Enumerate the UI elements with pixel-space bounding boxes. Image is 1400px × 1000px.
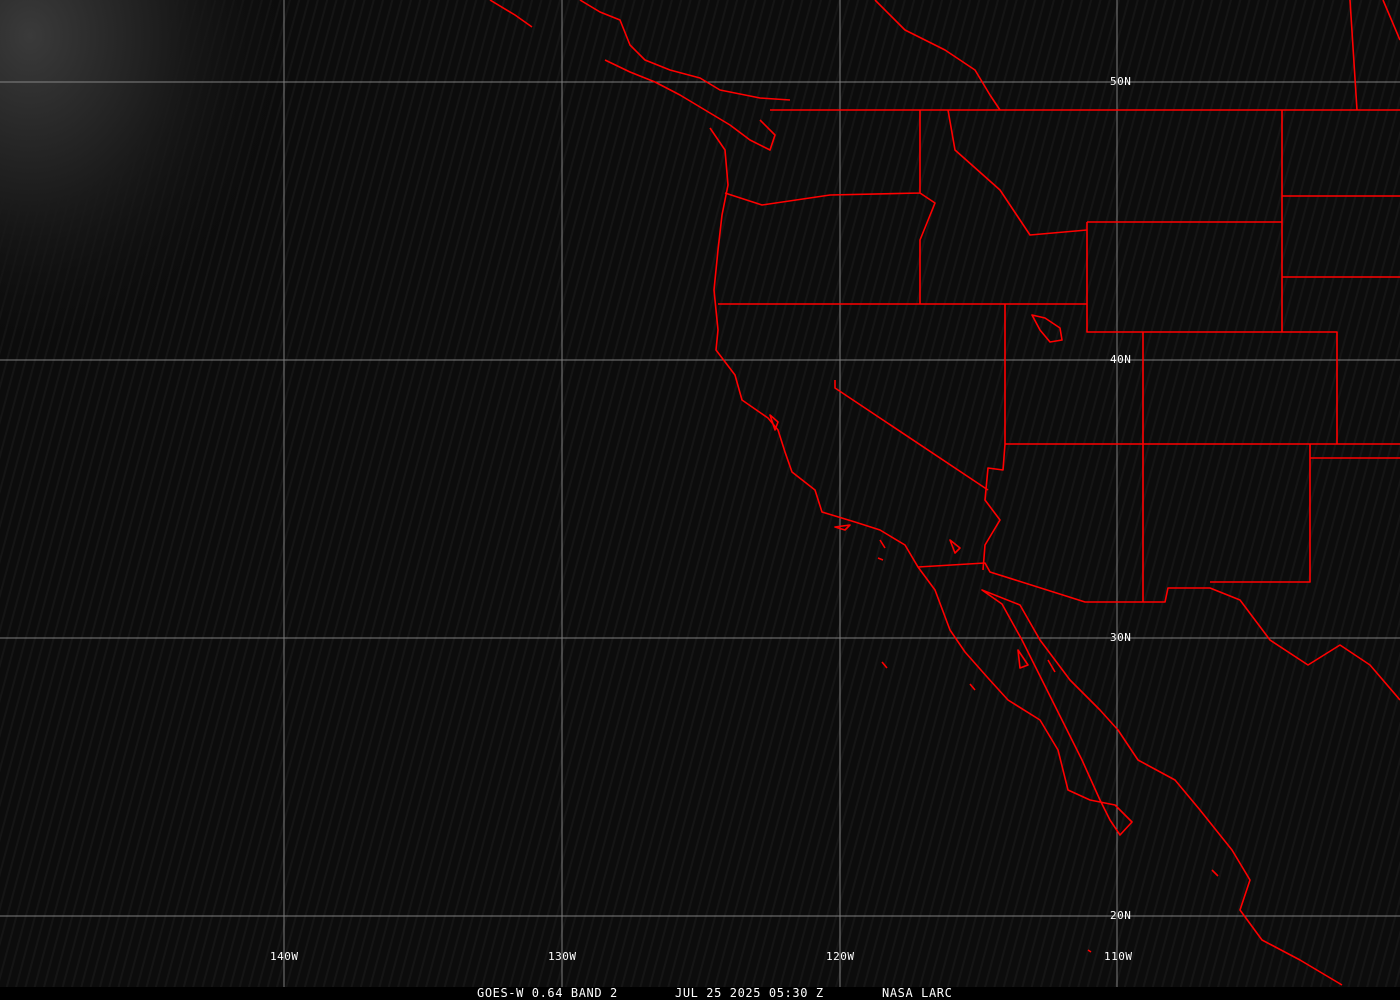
caption-bar: GOES-W 0.64 BAND 2 JUL 25 2025 05:30 Z N… <box>0 986 1400 1000</box>
lon-label-140w: 140W <box>270 950 299 963</box>
datetime-label: JUL 25 2025 05:30 Z <box>675 986 824 1000</box>
state-lines <box>718 109 1400 602</box>
lat-label-30n: 30N <box>1110 631 1132 644</box>
lat-label-20n: 20N <box>1110 909 1132 922</box>
source-label: NASA LARC <box>882 986 953 1000</box>
canada-coast <box>874 0 1400 111</box>
lon-label-120w: 120W <box>826 950 855 963</box>
boundaries <box>489 0 1400 986</box>
us-mexico-border <box>917 562 1400 701</box>
lat-label-40n: 40N <box>1110 353 1132 366</box>
coastline-us-mexico <box>709 127 1343 986</box>
lon-label-110w: 110W <box>1104 950 1133 963</box>
coastline-bc <box>489 0 791 151</box>
lat-label-50n: 50N <box>1110 75 1132 88</box>
satellite-band-label: GOES-W 0.64 BAND 2 <box>477 986 618 1000</box>
cloud-area <box>0 0 300 360</box>
lakes-islands <box>769 314 1219 953</box>
lon-label-130w: 130W <box>548 950 577 963</box>
